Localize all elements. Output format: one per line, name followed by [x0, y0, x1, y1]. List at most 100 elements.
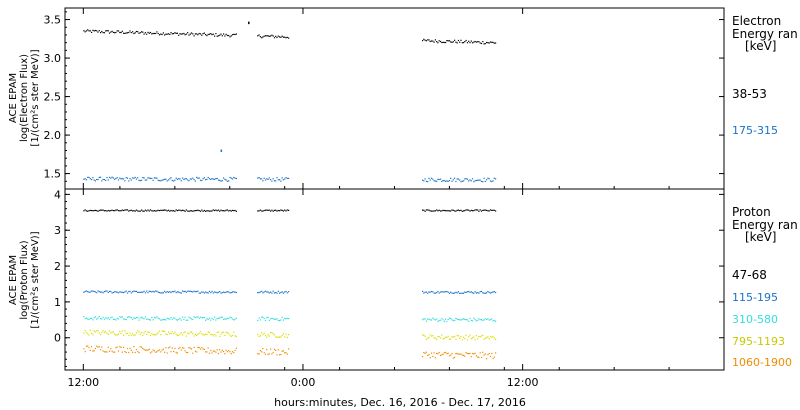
data-point [115, 31, 117, 34]
data-point [101, 30, 103, 33]
data-point [85, 30, 88, 32]
data-point [469, 42, 471, 44]
data-point [108, 210, 111, 212]
data-point [422, 179, 424, 181]
data-point [143, 177, 145, 179]
data-point [478, 292, 480, 294]
data-point [228, 210, 230, 212]
data-point [94, 316, 96, 318]
data-point [433, 292, 435, 294]
data-point [438, 209, 440, 211]
data-point [479, 336, 481, 338]
data-point [277, 209, 279, 212]
data-point [196, 334, 198, 336]
data-point [137, 330, 139, 332]
data-point [114, 291, 116, 293]
data-point [138, 210, 140, 212]
data-point [203, 177, 205, 179]
data-point [231, 291, 234, 293]
data-point [139, 317, 141, 319]
data-point [224, 292, 226, 294]
data-point [464, 338, 466, 340]
data-point [84, 317, 86, 320]
data-point [473, 181, 475, 183]
data-point [166, 334, 168, 336]
data-point [285, 177, 287, 179]
data-point [170, 351, 172, 353]
data-point [489, 355, 492, 358]
data-point [480, 356, 483, 359]
data-point [171, 318, 173, 320]
data-point [447, 352, 449, 354]
data-point [433, 352, 435, 354]
data-point [211, 34, 213, 36]
data-point [457, 39, 459, 42]
data-point [468, 290, 470, 293]
data-point [103, 291, 105, 293]
data-point [198, 32, 200, 35]
data-point [466, 352, 468, 355]
data-point [102, 330, 104, 332]
data-point [100, 318, 102, 320]
data-point [151, 177, 153, 179]
data-point [271, 332, 273, 334]
data-point [479, 42, 481, 44]
data-point [479, 179, 481, 181]
data-point [141, 316, 143, 318]
data-point [480, 319, 483, 321]
data-point [229, 334, 231, 336]
data-point [96, 292, 98, 294]
data-point [179, 317, 181, 320]
data-point [100, 349, 102, 351]
data-point [134, 351, 136, 354]
data-point [488, 178, 490, 180]
data-point [438, 292, 440, 294]
data-point [124, 180, 126, 182]
data-point [480, 290, 483, 292]
data-point [272, 290, 274, 292]
data-point [466, 291, 468, 293]
electron-legend-subtitle: Energy ran [732, 27, 798, 41]
data-point [448, 292, 451, 294]
data-point [138, 179, 140, 181]
data-point [438, 336, 440, 338]
data-point [210, 292, 212, 294]
data-point [171, 33, 173, 35]
data-point [93, 317, 95, 319]
data-point [146, 33, 148, 35]
data-point [454, 292, 456, 294]
data-point [234, 335, 236, 337]
data-point [422, 319, 424, 321]
data-point [228, 180, 230, 182]
ytick-label: 4 [54, 188, 61, 201]
data-point [152, 210, 154, 212]
data-point [212, 178, 214, 180]
data-point [161, 209, 163, 211]
data-point [216, 317, 218, 320]
data-point [219, 317, 221, 319]
data-point [100, 291, 102, 293]
data-point [126, 332, 129, 335]
data-point [270, 332, 272, 334]
data-point [425, 351, 427, 353]
data-point [285, 333, 287, 335]
data-point [144, 349, 146, 351]
data-point [450, 177, 452, 179]
electron-legend-175-315: 175-315 [732, 124, 778, 137]
data-point [489, 209, 492, 211]
data-point [152, 179, 154, 181]
data-point [433, 41, 435, 43]
data-point [483, 43, 485, 45]
data-point [185, 335, 187, 337]
data-point [139, 180, 141, 182]
data-point [184, 316, 186, 318]
data-point [422, 209, 424, 211]
data-point [157, 291, 159, 293]
data-point [231, 178, 234, 180]
data-point [475, 41, 477, 43]
data-point [424, 318, 426, 320]
data-point [134, 334, 136, 336]
data-point [192, 352, 194, 354]
data-point [190, 318, 193, 320]
data-point [424, 178, 426, 180]
